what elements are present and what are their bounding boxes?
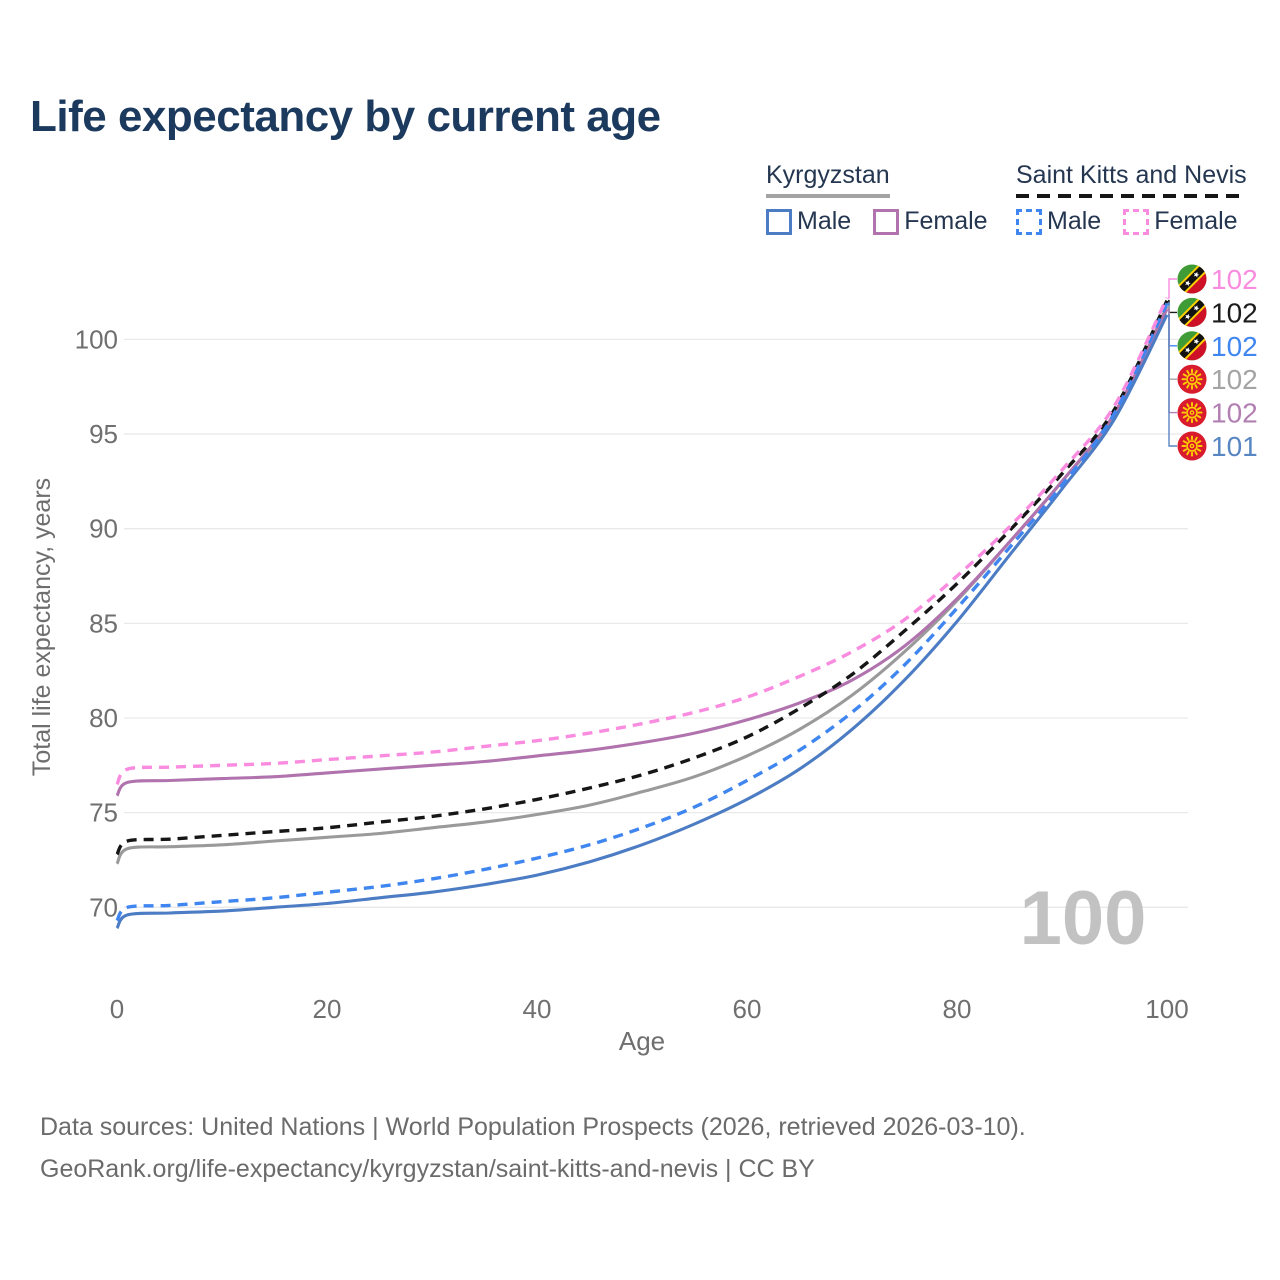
y-tick-label: 90	[89, 514, 118, 544]
legend-country-title-saint-kitts-and-nevis: Saint Kitts and Nevis	[1016, 161, 1247, 189]
data-sources-line: Data sources: United Nations | World Pop…	[40, 1113, 1026, 1141]
dashed-line-style-icon	[1016, 194, 1247, 198]
legend-group-saint-kitts-and-nevis: Saint Kitts and Nevis Male Female	[1016, 161, 1247, 236]
y-tick-label: 80	[89, 703, 118, 733]
legend-item-label: Female	[1154, 207, 1238, 235]
legend-item-label: Male	[797, 207, 852, 235]
footer: Data sources: United Nations | World Pop…	[40, 1106, 1026, 1190]
x-tick-label: 0	[110, 994, 124, 1024]
kyrgyzstan-flag-icon	[1177, 431, 1207, 461]
x-tick-label: 20	[313, 994, 342, 1024]
page-title: Life expectancy by current age	[30, 92, 661, 141]
legend-group-kyrgyzstan: Kyrgyzstan Male Female	[766, 161, 988, 236]
x-tick-label: 80	[943, 994, 972, 1024]
end-label-connector	[1168, 278, 1177, 299]
saint-kitts-and-nevis-flag-icon	[1177, 297, 1207, 327]
legend-item-label: Female	[904, 207, 988, 235]
dashed-swatch-icon	[1016, 208, 1042, 235]
end-value-label-kg_female: 102	[1211, 398, 1258, 429]
legend-item-kyrgyzstan-female[interactable]: Female	[873, 207, 988, 236]
y-tick-label: 95	[89, 419, 118, 449]
y-tick-label: 100	[75, 324, 118, 354]
x-tick-label: 40	[523, 994, 552, 1024]
solid-swatch-icon	[766, 208, 792, 235]
series-line-kg_male[interactable]	[115, 314, 1169, 930]
end-value-label-skn_female: 102	[1211, 264, 1258, 295]
legend-item-kyrgyzstan-male[interactable]: Male	[766, 207, 851, 236]
series-line-skn_male[interactable]	[115, 302, 1169, 922]
x-axis-title: Age	[619, 1026, 665, 1056]
dashed-swatch-icon	[1123, 208, 1150, 235]
legend-item-label: Male	[1047, 207, 1102, 235]
kyrgyzstan-flag-icon	[1177, 398, 1207, 428]
series-line-skn_total[interactable]	[115, 299, 1169, 856]
end-value-label-kg_male: 101	[1211, 431, 1258, 462]
x-tick-label: 60	[733, 994, 762, 1024]
legend-item-saint-kitts-female[interactable]: Female	[1123, 207, 1238, 236]
attribution-line: GeoRank.org/life-expectancy/kyrgyzstan/s…	[40, 1155, 815, 1183]
series-line-skn_female[interactable]	[115, 297, 1169, 786]
y-tick-label: 70	[89, 892, 118, 922]
y-axis-title: Total life expectancy, years	[28, 478, 56, 776]
age-watermark: 100	[1020, 876, 1147, 961]
end-value-label-skn_male: 102	[1211, 331, 1258, 362]
saint-kitts-and-nevis-flag-icon	[1177, 331, 1207, 361]
legend-country-title-kyrgyzstan: Kyrgyzstan	[766, 161, 890, 189]
series-line-kg_total[interactable]	[115, 305, 1169, 865]
series-line-kg_female[interactable]	[115, 308, 1169, 797]
y-tick-label: 75	[89, 798, 118, 828]
saint-kitts-and-nevis-flag-icon	[1177, 264, 1207, 294]
solid-swatch-icon	[873, 208, 900, 235]
end-value-label-skn_total: 102	[1211, 297, 1258, 328]
solid-line-style-icon	[766, 194, 890, 198]
y-tick-label: 85	[89, 608, 118, 638]
kyrgyzstan-flag-icon	[1177, 364, 1207, 394]
end-label-connector	[1168, 314, 1177, 447]
x-tick-label: 100	[1145, 994, 1188, 1024]
end-value-label-kg_total: 102	[1211, 364, 1258, 395]
legend-item-saint-kitts-male[interactable]: Male	[1016, 207, 1101, 236]
